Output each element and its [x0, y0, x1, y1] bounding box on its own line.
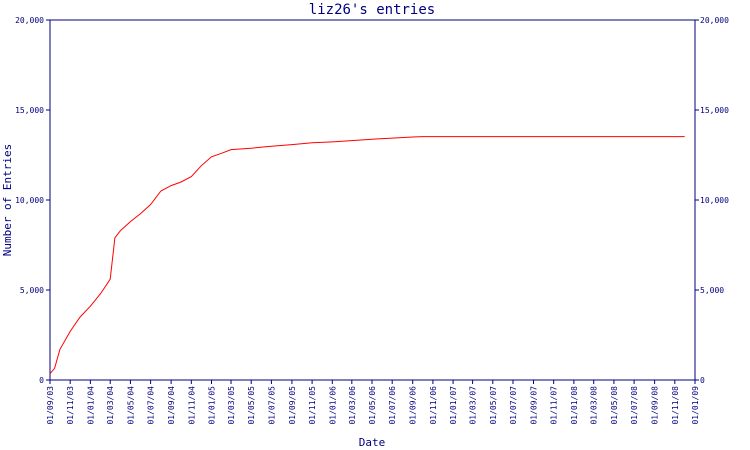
x-tick-label: 01/11/07 — [550, 386, 559, 425]
x-tick-label: 01/09/08 — [651, 386, 660, 425]
y-tick-label-left: 20,000 — [15, 16, 44, 25]
y-tick-label-right: 20,000 — [700, 16, 729, 25]
x-tick-label: 01/07/08 — [630, 386, 639, 425]
x-axis: 01/09/03 01/11/03 01/01/04 01/03/04 01/05/04… — [46, 380, 700, 425]
x-tick-label: 01/11/06 — [429, 386, 438, 425]
x-tick-label: 01/03/08 — [590, 386, 599, 425]
x-tick-label: 01/01/04 — [86, 386, 95, 425]
y-tick-label-left: 0 — [39, 376, 44, 385]
x-tick-label: 01/03/04 — [106, 386, 115, 425]
y-axis-left: 0 5,000 10,000 15,000 20,000 — [15, 16, 50, 385]
series-line — [49, 136, 685, 375]
x-tick-label: 01/09/04 — [167, 386, 176, 425]
x-tick-label: 01/07/05 — [267, 386, 276, 425]
y-axis-label: Number of Entries — [1, 144, 14, 257]
x-tick-label: 01/09/06 — [409, 386, 418, 425]
chart-title: liz26's entries — [309, 2, 435, 18]
x-tick-label: 01/01/06 — [328, 386, 337, 425]
y-tick-label-left: 15,000 — [15, 106, 44, 115]
x-tick-label: 01/03/06 — [348, 386, 357, 425]
x-tick-label: 01/07/06 — [388, 386, 397, 425]
x-tick-label: 01/09/03 — [46, 386, 55, 425]
x-tick-label: 01/03/05 — [227, 386, 236, 425]
x-tick-label: 01/09/05 — [288, 386, 297, 425]
x-tick-label: 01/05/06 — [368, 386, 377, 425]
x-tick-label: 01/03/07 — [469, 386, 478, 425]
x-tick-label: 01/11/05 — [308, 386, 317, 425]
y-tick-label-right: 10,000 — [700, 196, 729, 205]
y-tick-label-right: 15,000 — [700, 106, 729, 115]
x-tick-label: 01/05/07 — [489, 386, 498, 425]
y-tick-label-right: 0 — [700, 376, 705, 385]
x-tick-label: 01/05/04 — [126, 386, 135, 425]
x-tick-label: 01/11/04 — [187, 386, 196, 425]
x-tick-label: 01/11/03 — [66, 386, 75, 425]
x-tick-label: 01/01/07 — [449, 386, 458, 425]
x-tick-label: 01/07/07 — [509, 386, 518, 425]
x-tick-label: 01/07/04 — [147, 386, 156, 425]
y-tick-label-right: 5,000 — [700, 286, 724, 295]
x-tick-label: 01/01/08 — [570, 386, 579, 425]
y-axis-right: 0 5,000 10,000 15,000 20,000 — [695, 16, 729, 385]
plot-frame — [49, 19, 696, 381]
x-tick-label: 01/11/08 — [671, 386, 680, 425]
x-tick-label: 01/09/07 — [530, 386, 539, 425]
x-tick-label: 01/01/05 — [207, 386, 216, 425]
y-tick-label-left: 5,000 — [20, 286, 44, 295]
x-tick-label: 01/05/08 — [610, 386, 619, 425]
y-tick-label-left: 10,000 — [15, 196, 44, 205]
x-tick-label: 01/05/05 — [247, 386, 256, 425]
x-axis-label: Date — [359, 436, 386, 449]
x-tick-label: 01/01/09 — [691, 386, 700, 425]
